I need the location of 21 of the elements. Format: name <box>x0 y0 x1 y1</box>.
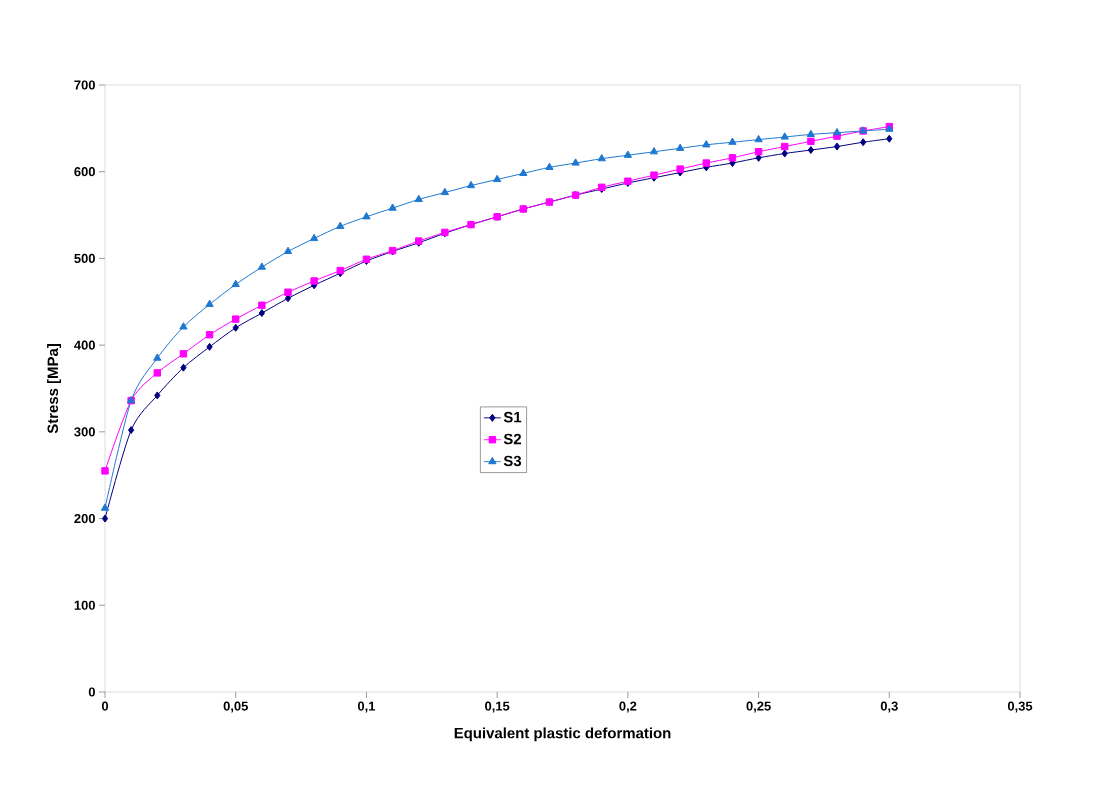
x-axis-title: Equivalent plastic deformation <box>454 727 671 742</box>
x-tick-label: 0,1 <box>357 701 376 713</box>
legend-label: S1 <box>503 411 522 423</box>
y-tick-label: 600 <box>74 167 95 177</box>
y-tick-label: 500 <box>74 253 95 263</box>
x-tick-label: 0,3 <box>880 701 898 713</box>
y-axis-title: Stress [MPa] <box>47 344 62 434</box>
legend-label: S2 <box>503 433 522 445</box>
y-tick-label: 100 <box>74 600 95 610</box>
y-tick-label: 700 <box>74 80 95 90</box>
y-tick-label: 300 <box>74 427 95 437</box>
y-tick-label: 0 <box>88 687 95 697</box>
y-tick-label: 200 <box>74 513 95 524</box>
x-tick-label: 0,15 <box>485 701 510 713</box>
x-tick-label: 0 <box>101 701 109 711</box>
x-tick-label: 0,2 <box>619 701 637 713</box>
x-tick-label: 0,25 <box>746 701 771 713</box>
legend-label: S3 <box>503 455 522 467</box>
x-tick-label: 0,35 <box>1007 701 1033 713</box>
x-tick-label: 0,05 <box>223 701 248 713</box>
y-tick-label: 400 <box>74 340 95 350</box>
